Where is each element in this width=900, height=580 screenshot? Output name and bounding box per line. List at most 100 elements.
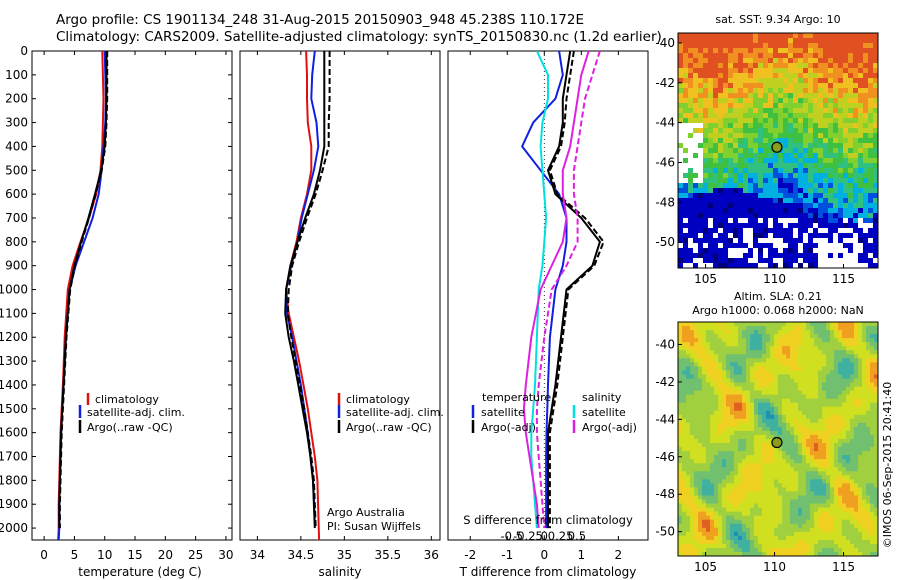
depth-ytick-label: 1800 <box>0 473 28 487</box>
difference-x2tick-label: 0.25 <box>548 529 574 543</box>
salinity-xtick-label: 34 <box>250 548 265 562</box>
sst-map-ytick-label: -44 <box>655 116 675 130</box>
difference-xlabel: T difference from climatology <box>459 565 637 579</box>
sst-map-ytick-label: -50 <box>655 235 675 249</box>
depth-ytick-label: 900 <box>5 259 28 273</box>
sla-argo-marker <box>771 436 783 449</box>
depth-ytick-label: 100 <box>5 68 28 82</box>
difference-x2tick-label: -0.5 <box>500 529 522 543</box>
sla-map-frame <box>677 321 879 557</box>
depth-ytick-label: 1900 <box>0 497 28 511</box>
sst-map-ytick-label: -40 <box>655 36 675 50</box>
difference-series-s-argo-adj-dashed <box>535 51 601 529</box>
salinity-xtick-label: 35 <box>337 548 352 562</box>
difference-xtick-label: 2 <box>615 548 623 562</box>
salinity-xtick-label: 35.5 <box>374 548 401 562</box>
difference-legend-temperature-title: temperature <box>482 391 551 404</box>
depth-ytick-label: 200 <box>5 92 28 106</box>
temperature-legend: climatology satellite-adj. clim. Argo(..… <box>78 393 185 434</box>
sst-map <box>678 33 879 269</box>
depth-ytick-label: 1100 <box>0 306 28 320</box>
salinity-xtick-label: 36 <box>424 548 439 562</box>
depth-ytick-label: 1600 <box>0 426 28 440</box>
depth-ytick-label: 0 <box>20 44 28 58</box>
salinity-xlabel: salinity <box>318 565 361 579</box>
difference-x2tick-label: -0.25 <box>513 529 543 543</box>
difference-legend-s-satellite: satellite <box>582 406 626 419</box>
sla-map-ytick-label: -42 <box>655 375 675 389</box>
temperature-xtick-label: 5 <box>71 548 79 562</box>
temperature-xtick-label: 20 <box>158 548 173 562</box>
temperature-series-argo-raw-qc-dashed <box>58 51 109 529</box>
temperature-xtick-label: 15 <box>127 548 142 562</box>
depth-ytick-label: 1700 <box>0 450 28 464</box>
sla-map-ytick-label: -40 <box>655 337 675 351</box>
difference-series-t-argo-adj-dashed <box>548 51 605 529</box>
depth-ytick-label: 1500 <box>0 402 28 416</box>
salinity-xtick-label: 34.5 <box>288 548 315 562</box>
depth-ytick-label: 600 <box>5 187 28 201</box>
sla-map-ytick-label: -50 <box>655 525 675 539</box>
difference-xtick-label: -2 <box>464 548 476 562</box>
temperature-legend-climatology: climatology <box>95 393 159 406</box>
temperature-xlabel: temperature (deg C) <box>78 565 201 579</box>
difference-series-s-satellite <box>530 51 549 529</box>
salinity-series-argo-raw-qc-dashed <box>286 51 331 529</box>
temperature-legend-argo: Argo(..raw -QC) <box>87 421 173 434</box>
difference-legend-s-argo: Argo(-adj) <box>582 421 637 434</box>
depth-ytick-label: 1400 <box>0 378 28 392</box>
sla-map <box>678 322 879 557</box>
difference-xtick-label: 1 <box>578 548 586 562</box>
difference-legend-t-satellite: satellite <box>481 406 525 419</box>
sst-map-frame <box>677 32 879 269</box>
difference-x2tick-label: 0.5 <box>568 529 586 543</box>
difference-series-s-argo-adj <box>522 51 590 529</box>
sla-map-xtick-label: 110 <box>763 560 786 574</box>
sst-map-ytick-label: -42 <box>655 76 675 90</box>
sst-map-ytick-label: -48 <box>655 195 675 209</box>
temperature-xtick-label: 0 <box>40 548 48 562</box>
difference-xtick-label: -1 <box>501 548 513 562</box>
salinity-annotation-source: Argo Australia <box>327 506 405 519</box>
temperature-xtick-label: 25 <box>188 548 203 562</box>
figure-title-line2: Climatology: CARS2009. Satellite-adjuste… <box>56 29 662 45</box>
sla-map-xtick-label: 105 <box>694 560 717 574</box>
sla-map-ytick-label: -46 <box>655 450 675 464</box>
temperature-axes <box>31 50 233 541</box>
figure-title-line1: Argo profile: CS 1901134_248 31-Aug-2015… <box>56 12 584 28</box>
depth-ytick-label: 300 <box>5 116 28 130</box>
sst-map-xtick-label: 105 <box>694 272 717 286</box>
salinity-legend-satellite: satellite-adj. clim. <box>346 406 444 419</box>
salinity-series-argo-raw-qc <box>284 51 326 529</box>
difference-legend-salinity-title: salinity <box>582 391 622 404</box>
salinity-annotation-pi: PI: Susan Wijffels <box>327 520 421 533</box>
sst-argo-marker <box>771 141 783 153</box>
depth-ytick-label: 800 <box>5 235 28 249</box>
difference-series-t-satellite <box>521 51 568 529</box>
depth-ytick-label: 700 <box>5 211 28 225</box>
sst-map-xtick-label: 115 <box>832 272 855 286</box>
sla-map-xtick-label: 115 <box>832 560 855 574</box>
temperature-xtick-label: 30 <box>218 548 233 562</box>
depth-ytick-label: 1300 <box>0 354 28 368</box>
salinity-axes <box>239 50 441 541</box>
sst-map-xtick-label: 110 <box>763 272 786 286</box>
salinity-legend: climatology satellite-adj. clim. Argo(..… <box>337 393 444 434</box>
difference-legend: temperature satellite Argo(-adj) salinit… <box>471 391 637 434</box>
sla-map-subtitle: Argo h1000: 0.068 h2000: NaN <box>692 304 864 317</box>
difference-legend-t-argo: Argo(-adj) <box>481 421 536 434</box>
temperature-legend-satellite: satellite-adj. clim. <box>87 406 185 419</box>
depth-ytick-label: 2000 <box>0 521 28 535</box>
imos-credit: ©IMOS 06-Sep-2015 20:41:40 <box>881 382 894 548</box>
sst-map-title: sat. SST: 9.34 Argo: 10 <box>715 13 840 26</box>
sst-map-ytick-label: -46 <box>655 155 675 169</box>
sla-map-title: Altim. SLA: 0.21 <box>734 290 822 303</box>
salinity-legend-argo: Argo(..raw -QC) <box>346 421 432 434</box>
salinity-legend-climatology: climatology <box>346 393 410 406</box>
depth-ytick-label: 1000 <box>0 283 28 297</box>
depth-ytick-label: 1200 <box>0 330 28 344</box>
sla-map-ytick-label: -48 <box>655 487 675 501</box>
difference-xtick-label: 0 <box>540 548 548 562</box>
temperature-xtick-label: 10 <box>97 548 112 562</box>
